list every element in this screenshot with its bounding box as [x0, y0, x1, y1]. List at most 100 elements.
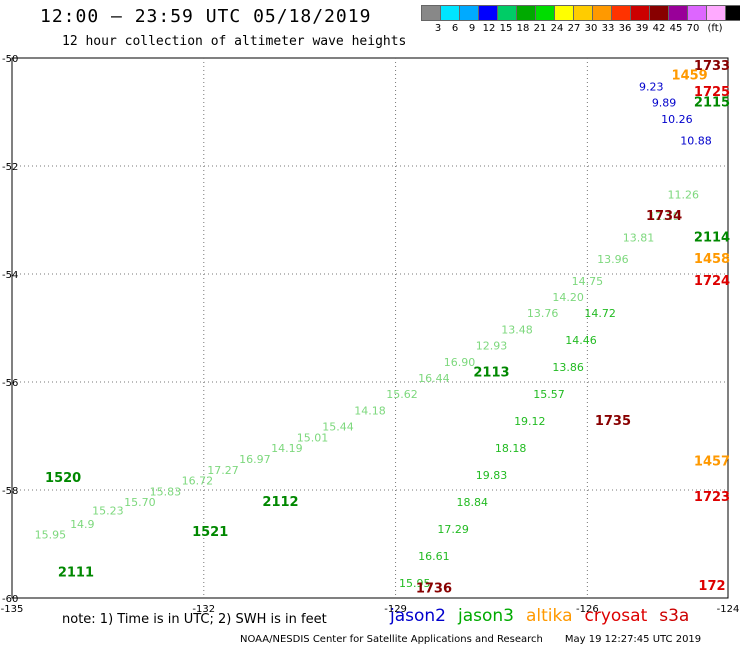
y-tick-label: -58: [2, 486, 18, 497]
credit-text: NOAA/NESDIS Center for Satellite Applica…: [240, 634, 543, 645]
swh-value-label: 15.23: [92, 504, 124, 517]
credit-line: NOAA/NESDIS Center for Satellite Applica…: [240, 634, 701, 645]
swh-value-label: 16.44: [418, 372, 450, 385]
pass-time-label: 1520: [45, 471, 81, 486]
colorbar-tick-label: 27: [567, 23, 581, 34]
pass-time-label: 1723: [694, 490, 730, 505]
generated-timestamp: May 19 12:27:45 UTC 2019: [564, 634, 702, 645]
swh-value-label: 14.75: [572, 275, 604, 288]
colorbar-tick-label: 45: [669, 23, 683, 34]
colorbar-tick-label: 21: [533, 23, 547, 34]
pass-time-label: 1735: [595, 414, 631, 429]
swh-value-label: 15.44: [322, 421, 354, 434]
pass-time-label: 1736: [416, 582, 452, 597]
y-tick-label: -56: [2, 378, 18, 389]
swh-value-label: 13.48: [501, 323, 533, 336]
legend-entry: jason2: [390, 606, 446, 626]
swh-value-label: 10.26: [661, 113, 693, 126]
pass-time-label: 1733: [694, 59, 730, 74]
colorbar-tick-label: 18: [516, 23, 530, 34]
swh-value-label: 16.97: [239, 453, 271, 466]
swh-value-label: 15.01: [297, 431, 329, 444]
legend-entry: altika: [526, 606, 573, 626]
plot-frame: [11, 57, 729, 599]
legend-entry: s3a: [659, 606, 690, 626]
satellite-legend: jason2 jason3 altika cryosat s3a: [390, 606, 701, 626]
colorbar-tick-label: 39: [635, 23, 649, 34]
colorbar-tick-label: 70: [686, 23, 700, 34]
colorbar-unit-label: (ft): [707, 23, 723, 34]
swh-value-label: 15.95: [399, 577, 431, 590]
swh-value-label: 17.27: [207, 464, 239, 477]
swh-value-label: 15.83: [150, 485, 182, 498]
x-tick-label: -126: [576, 604, 599, 615]
y-tick-label: -50: [2, 54, 18, 65]
swh-value-label: 16.90: [444, 356, 476, 369]
swh-value-label: 10.88: [680, 134, 712, 147]
swh-value-label: 17.29: [437, 523, 469, 536]
swh-value-label: 15.62: [386, 388, 418, 401]
swh-value-label: 14.18: [354, 404, 386, 417]
swh-value-label: 18.84: [457, 496, 489, 509]
swh-value-label: 14.20: [552, 291, 584, 304]
swh-value-label: 12.93: [476, 340, 508, 353]
x-tick-label: -129: [384, 604, 407, 615]
swh-value-label: 12.19: [648, 210, 680, 223]
swh-value-label: 13.81: [623, 232, 655, 245]
swh-value-label: 19.12: [514, 415, 546, 428]
chart-title: 12:00 – 23:59 UTC 05/18/2019: [40, 6, 372, 27]
swh-value-label: 13.96: [597, 253, 629, 266]
swh-value-label: 15.70: [124, 496, 156, 509]
swh-value-label: 11.26: [668, 188, 700, 201]
colorbar-tick-label: 36: [618, 23, 632, 34]
swh-value-label: 14.72: [584, 307, 616, 320]
y-tick-label: -52: [2, 162, 18, 173]
legend-entry: jason3: [458, 606, 514, 626]
pass-time-label: 1458: [694, 252, 730, 267]
swh-value-label: 14.9: [70, 518, 95, 531]
swh-value-label: 19.83: [476, 469, 508, 482]
colorbar-tick-label: 42: [652, 23, 666, 34]
swh-value-label: 16.72: [182, 475, 214, 488]
pass-time-label: 1459: [672, 69, 708, 84]
colorbar-tick-label: 24: [550, 23, 564, 34]
pass-time-label: 172: [698, 579, 725, 594]
footer-note: note: 1) Time is in UTC; 2) SWH is in fe…: [62, 612, 327, 627]
colorbar: [421, 5, 740, 21]
colorbar-tick-label: 9: [468, 23, 476, 34]
swh-value-label: 13.86: [552, 361, 584, 374]
colorbar-tick-label: 3: [434, 23, 442, 34]
pass-time-label: 2111: [58, 565, 94, 580]
colorbar-tick-label: 33: [601, 23, 615, 34]
y-tick-label: -54: [2, 270, 18, 281]
swh-value-label: 9.23: [639, 80, 664, 93]
swh-value-label: 14.19: [271, 442, 303, 455]
pass-time-label: 2114: [694, 231, 730, 246]
colorbar-swatch: [725, 5, 740, 21]
x-tick-label: -132: [192, 604, 215, 615]
x-tick-label: -124: [717, 604, 740, 615]
swh-value-label: 14.46: [565, 334, 597, 347]
pass-time-label: 1457: [694, 455, 730, 470]
pass-time-label: 1725: [694, 85, 730, 100]
swh-value-label: 15.95: [35, 529, 67, 542]
chart-subtitle: 12 hour collection of altimeter wave hei…: [62, 34, 407, 49]
pass-time-label: 2115: [694, 96, 730, 111]
swh-value-label: 15.57: [533, 388, 565, 401]
pass-time-label: 2113: [473, 366, 509, 381]
colorbar-tick-label: 12: [482, 23, 496, 34]
swh-value-label: 9.89: [652, 97, 677, 110]
pass-time-label: 2112: [262, 495, 298, 510]
pass-time-label: 1521: [192, 525, 228, 540]
colorbar-tick-label: 15: [499, 23, 513, 34]
y-tick-label: -60: [2, 594, 18, 605]
legend-entry: cryosat: [584, 606, 648, 626]
colorbar-tick-label: 6: [451, 23, 459, 34]
pass-time-label: 1734: [646, 209, 682, 224]
swh-value-label: 18.18: [495, 442, 527, 455]
pass-time-label: 1724: [694, 274, 730, 289]
swh-value-label: 16.61: [418, 550, 450, 563]
colorbar-tick-label: 30: [584, 23, 598, 34]
swh-value-label: 13.76: [527, 307, 559, 320]
